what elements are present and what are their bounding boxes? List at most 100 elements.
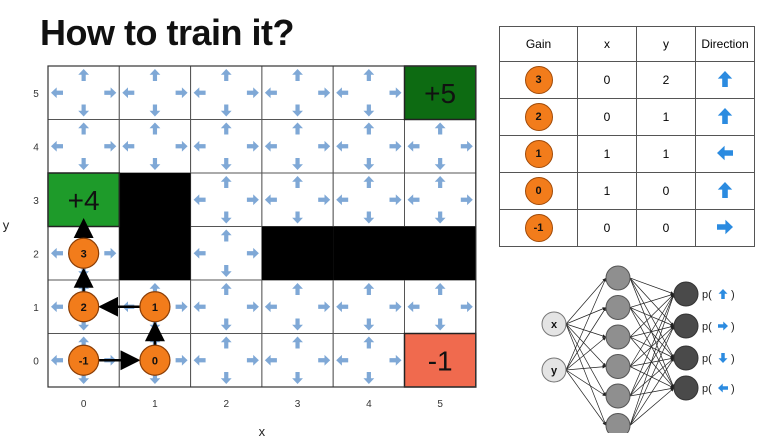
direction-arrow-icon bbox=[149, 283, 161, 295]
output-node bbox=[673, 345, 699, 371]
direction-arrow-icon bbox=[193, 140, 206, 152]
direction-arrow-icon bbox=[336, 301, 349, 313]
gain-cell: 0 bbox=[499, 172, 578, 210]
direction-arrow-icon bbox=[220, 283, 232, 295]
gain-table: Gain x y Direction 3 0 2 2 0 1 1 1 1 0 1 0 -1 0 0 bbox=[499, 26, 755, 247]
direction-cell bbox=[695, 172, 755, 210]
connection-line bbox=[565, 369, 607, 426]
reward-cell bbox=[403, 65, 477, 121]
direction-arrow-icon bbox=[363, 336, 375, 349]
output-node bbox=[673, 313, 699, 339]
connection-line bbox=[629, 387, 675, 426]
direction-arrow-icon bbox=[363, 318, 375, 331]
direction-arrow-icon bbox=[175, 140, 188, 152]
hidden-node bbox=[605, 354, 631, 379]
y-axis-label: y bbox=[3, 218, 10, 233]
direction-arrow-icon bbox=[246, 87, 259, 99]
hidden-node bbox=[605, 383, 631, 409]
direction-arrow-icon bbox=[292, 211, 303, 224]
direction-arrow-icon bbox=[51, 140, 63, 152]
direction-arrow-icon bbox=[220, 265, 232, 277]
output-label-suffix: ) bbox=[731, 289, 735, 301]
table-header-row: Gain x y Direction bbox=[499, 26, 755, 62]
x-cell: 0 bbox=[577, 209, 637, 247]
y-tick-label: 4 bbox=[33, 142, 39, 153]
connection-line bbox=[629, 356, 675, 367]
direction-arrow-icon bbox=[220, 229, 232, 242]
wall-cell bbox=[119, 173, 191, 227]
y-tick-label: 1 bbox=[33, 303, 39, 314]
direction-cell bbox=[695, 135, 755, 173]
direction-arrow-icon bbox=[78, 69, 90, 81]
direction-arrow-icon bbox=[292, 104, 303, 117]
direction-right-icon bbox=[717, 219, 733, 234]
path-node-label: 2 bbox=[81, 302, 87, 314]
table-header-direction: Direction bbox=[695, 26, 755, 62]
direction-arrow-icon bbox=[122, 87, 135, 99]
direction-arrow-icon bbox=[336, 354, 349, 366]
direction-arrow-icon bbox=[292, 122, 303, 135]
direction-arrow-icon bbox=[264, 301, 277, 313]
wall-cell bbox=[261, 226, 334, 280]
path-node bbox=[139, 291, 171, 323]
x-tick-label: 0 bbox=[81, 399, 87, 410]
connection-line bbox=[629, 277, 675, 359]
direction-arrow-icon bbox=[220, 158, 232, 170]
page-title: How to train it? bbox=[40, 12, 294, 53]
direction-arrow-icon bbox=[78, 318, 90, 331]
direction-arrow-icon bbox=[292, 336, 303, 349]
direction-arrow-icon bbox=[363, 176, 375, 188]
direction-arrow-icon bbox=[220, 372, 232, 384]
gain-cell: 2 bbox=[499, 98, 578, 136]
gridworld-diagram: +4 +5 -1 0 1 2 3 4 5 0 1 2 3 4 5 x y -1 0 1 2 3 bbox=[3, 65, 477, 439]
direction-up-icon bbox=[717, 181, 733, 198]
y-tick-label: 5 bbox=[33, 89, 39, 100]
input-node bbox=[541, 311, 567, 337]
neural-network-diagram: x y p() p() p() p() bbox=[541, 265, 735, 433]
direction-arrow-icon bbox=[78, 158, 90, 170]
direction-arrow-icon bbox=[193, 354, 206, 366]
direction-arrow-icon bbox=[389, 354, 402, 366]
y-tick-label: 2 bbox=[33, 249, 39, 260]
direction-up-icon bbox=[717, 107, 733, 124]
gain-cell: 3 bbox=[499, 61, 578, 99]
direction-arrow-icon bbox=[292, 158, 303, 170]
hidden-node bbox=[605, 413, 631, 433]
input-node bbox=[541, 357, 567, 383]
x-cell: 0 bbox=[577, 61, 637, 99]
connection-line bbox=[565, 336, 607, 371]
path-node-label: 1 bbox=[152, 302, 158, 314]
output-label-suffix: ) bbox=[731, 383, 735, 395]
direction-arrow-icon bbox=[51, 247, 63, 259]
connection-line bbox=[565, 323, 607, 367]
hidden-node bbox=[605, 324, 631, 350]
direction-arrow-icon bbox=[336, 194, 349, 206]
direction-arrow-icon bbox=[460, 301, 473, 313]
direction-arrow-icon bbox=[292, 283, 303, 295]
direction-arrow-icon bbox=[434, 318, 446, 331]
gain-badge: 1 bbox=[524, 140, 553, 168]
connection-line bbox=[629, 307, 675, 359]
table-header-gain: Gain bbox=[499, 26, 578, 62]
connection-line bbox=[629, 357, 675, 426]
direction-arrow-icon bbox=[407, 301, 420, 313]
direction-arrow-icon bbox=[246, 301, 259, 313]
connection-line bbox=[629, 293, 675, 367]
direction-arrow-icon bbox=[51, 301, 63, 313]
output-label-suffix: ) bbox=[731, 353, 735, 365]
y-cell: 0 bbox=[636, 172, 696, 210]
connection-line bbox=[629, 325, 675, 367]
reward-cell bbox=[47, 172, 121, 228]
output-up-icon bbox=[718, 289, 728, 299]
direction-arrow-icon bbox=[78, 104, 90, 117]
direction-arrow-icon bbox=[193, 194, 206, 206]
y-cell: 1 bbox=[636, 98, 696, 136]
direction-arrow-icon bbox=[220, 336, 232, 349]
connection-line bbox=[629, 277, 675, 327]
direction-arrow-icon bbox=[175, 301, 188, 313]
table-header-x: x bbox=[577, 26, 637, 62]
path-node bbox=[68, 291, 100, 323]
direction-arrow-icon bbox=[363, 372, 375, 384]
output-left-icon bbox=[718, 383, 728, 393]
output-label-prefix: p( bbox=[702, 383, 712, 395]
